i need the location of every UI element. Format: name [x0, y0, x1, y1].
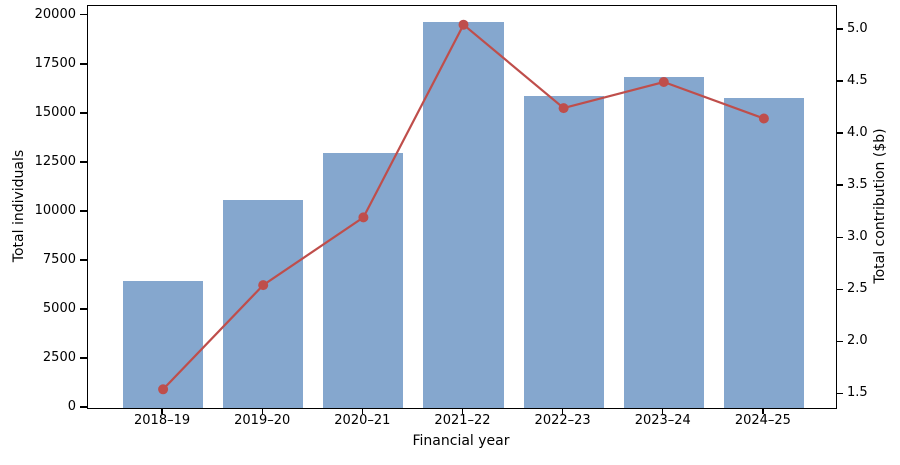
y-tick-mark-right	[836, 236, 843, 238]
y-tick-label-left: 17500	[34, 55, 76, 71]
x-tick-label: 2024–25	[734, 413, 791, 428]
y-tick-label-right: 4.5	[847, 73, 868, 89]
data-point-marker	[258, 280, 269, 291]
x-tick-label: 2023–24	[634, 413, 691, 428]
y-tick-mark-left	[80, 112, 87, 114]
y-tick-label-left: 2500	[42, 349, 76, 365]
line-series	[158, 19, 769, 395]
bar	[523, 96, 604, 408]
y-tick-label-right: 4.0	[847, 125, 868, 141]
bar	[223, 200, 304, 408]
y-tick-label-left: 10000	[34, 202, 76, 218]
line-path	[162, 22, 765, 391]
y-tick-label-right: 1.5	[847, 385, 868, 401]
x-tick-mark	[461, 408, 464, 414]
x-tick-mark	[762, 408, 764, 414]
bar	[323, 153, 404, 408]
y-tick-mark-right	[836, 80, 843, 82]
data-point-marker	[758, 113, 769, 124]
y-tick-label-right: 3.0	[847, 229, 868, 245]
y-tick-label-right: 3.5	[847, 177, 868, 193]
y-axis-label-left: Total individuals	[11, 149, 27, 263]
data-point-marker	[358, 212, 369, 223]
plot-area	[87, 5, 837, 409]
y-tick-label-left: 7500	[42, 251, 76, 267]
x-tick-mark	[261, 408, 263, 414]
y-tick-mark-left	[80, 357, 87, 359]
data-point-marker	[658, 77, 669, 87]
x-tick-label: 2018–19	[134, 413, 191, 428]
y-tick-mark-left	[80, 161, 87, 163]
y-tick-mark-right	[836, 340, 843, 343]
bar	[423, 21, 504, 408]
y-tick-label-left: 0	[67, 399, 76, 414]
y-tick-label-right: 2.0	[847, 333, 868, 349]
y-tick-mark-right	[836, 132, 843, 134]
y-tick-mark-left	[80, 308, 87, 310]
y-tick-mark-left	[80, 14, 87, 16]
y-tick-mark-right	[836, 184, 843, 186]
data-point-marker	[558, 103, 569, 114]
x-tick-mark	[161, 408, 163, 414]
x-tick-label: 2020–21	[334, 413, 391, 428]
y-tick-mark-left	[80, 210, 87, 212]
x-tick-label: 2022–23	[534, 413, 591, 428]
y-tick-label-left: 20000	[34, 6, 76, 22]
y-tick-label-left: 5000	[42, 300, 76, 316]
bar	[623, 76, 704, 408]
y-tick-label-left: 15000	[34, 104, 76, 120]
y-tick-mark-left	[80, 406, 87, 408]
x-tick-label: 2021–22	[434, 413, 491, 428]
y-tick-mark-right	[836, 392, 843, 395]
y-tick-mark-right	[836, 28, 843, 30]
y-tick-mark-left	[80, 63, 87, 65]
x-tick-mark	[361, 408, 364, 414]
y-tick-label-right: 5.0	[847, 20, 868, 36]
y-tick-mark-left	[80, 259, 87, 261]
y-tick-label-right: 2.5	[847, 281, 868, 297]
y-tick-label-left: 12500	[34, 153, 76, 169]
x-axis-label: Financial year	[412, 433, 510, 449]
bar	[723, 98, 804, 408]
x-tick-mark	[561, 408, 564, 414]
y-tick-mark-right	[836, 288, 843, 290]
y-axis-label-right: Total contribution ($b)	[872, 128, 888, 284]
data-point-marker	[458, 19, 469, 30]
x-tick-label: 2019–20	[234, 413, 291, 428]
x-tick-mark	[662, 408, 664, 414]
data-point-marker	[158, 384, 169, 395]
